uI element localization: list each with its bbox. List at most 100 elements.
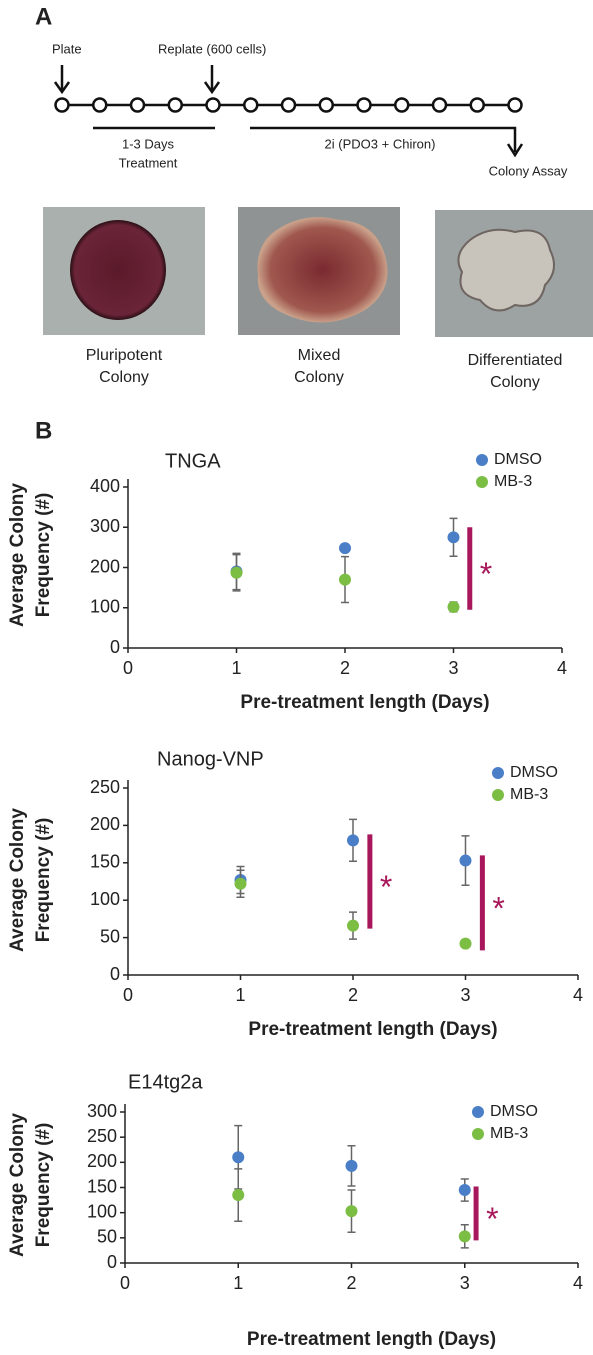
point	[339, 542, 351, 555]
culture-label: 2i (PDO3 + Chiron)	[325, 136, 436, 151]
timepoint	[54, 97, 70, 113]
colony-shape	[457, 228, 555, 312]
panel-label: B	[35, 417, 52, 444]
y-tick-label: 400	[90, 476, 120, 496]
point	[345, 1205, 358, 1218]
y-axis-label: Average Colony	[7, 1113, 28, 1257]
x-tick-label: 0	[120, 1273, 130, 1293]
x-tick-label: 1	[233, 1273, 243, 1293]
treatment-label: 1-3 Days	[122, 136, 175, 151]
timepoint	[243, 97, 259, 113]
colony-label: Differentiated	[468, 352, 563, 369]
x-tick-label: 4	[557, 658, 567, 678]
arrow	[203, 65, 221, 95]
point	[347, 834, 359, 847]
x-tick-label: 3	[460, 985, 470, 1005]
significance-label: *	[380, 869, 392, 905]
point	[347, 919, 359, 932]
legend-label: MB-3	[490, 1125, 528, 1142]
arrow	[53, 65, 71, 95]
significance-label: *	[486, 1201, 498, 1237]
y-tick-label: 150	[90, 852, 120, 872]
chart-title: E14tg2a	[128, 1071, 203, 1093]
y-tick-label: 100	[90, 597, 120, 617]
legend-marker	[492, 767, 504, 779]
legend-label: MB-3	[510, 786, 548, 803]
y-tick-label: 0	[107, 1252, 117, 1272]
legend-marker	[472, 1106, 484, 1118]
colony-shape	[257, 217, 388, 323]
y-tick-label: 200	[90, 556, 120, 576]
timepoint	[507, 97, 523, 113]
point	[459, 937, 472, 950]
legend-label: DMSO	[494, 451, 542, 468]
y-axis-label: Frequency (#)	[33, 493, 54, 618]
y-tick-label: 200	[90, 814, 120, 834]
point	[230, 566, 243, 579]
y-tick-label: 50	[97, 1227, 117, 1247]
y-tick-label: 100	[87, 1201, 117, 1221]
assay-label: Colony Assay	[489, 163, 568, 178]
colony-label: Pluripotent	[86, 347, 163, 364]
y-tick-label: 250	[87, 1126, 117, 1146]
x-tick-label: 0	[123, 985, 133, 1005]
y-axis-label: Frequency (#)	[33, 818, 54, 943]
point	[458, 1230, 471, 1243]
legend-marker	[492, 789, 504, 801]
x-tick-label: 2	[348, 985, 358, 1005]
timepoint	[129, 97, 146, 113]
y-axis-label: Frequency (#)	[33, 1123, 54, 1248]
significance-label: *	[480, 556, 492, 592]
y-tick-label: 300	[87, 1101, 117, 1121]
chart-title: TNGA	[165, 450, 221, 472]
y-tick-label: 300	[90, 516, 120, 536]
x-tick-label: 4	[573, 985, 583, 1005]
y-axis-label: Average Colony	[7, 483, 28, 627]
point	[232, 1151, 245, 1164]
legend-label: DMSO	[490, 1103, 538, 1120]
x-tick-label: 2	[340, 658, 350, 678]
legend-label: MB-3	[494, 473, 532, 490]
legend-label: DMSO	[510, 764, 558, 781]
colony-shape	[70, 220, 166, 320]
x-axis-label: Pre-treatment length (Days)	[247, 1329, 496, 1350]
y-tick-label: 50	[100, 926, 120, 946]
point	[232, 1189, 245, 1202]
y-tick-label: 200	[87, 1151, 117, 1171]
colony-label: Colony	[99, 369, 149, 386]
y-tick-label: 150	[87, 1176, 117, 1196]
plate-label: Plate	[52, 41, 82, 56]
timepoint	[394, 97, 410, 113]
x-tick-label: 3	[448, 658, 458, 678]
significance-label: *	[492, 890, 504, 926]
x-tick-label: 1	[231, 658, 241, 678]
colony-label: Colony	[294, 369, 344, 386]
panel-label: A	[35, 3, 52, 30]
chart-title: Nanog-VNP	[157, 748, 264, 770]
timepoint	[431, 97, 448, 113]
y-tick-label: 0	[110, 637, 120, 657]
x-tick-label: 0	[123, 658, 133, 678]
point	[459, 854, 472, 867]
timepoint	[92, 97, 108, 113]
y-tick-label: 250	[90, 777, 120, 797]
x-tick-label: 1	[235, 985, 245, 1005]
point	[447, 600, 460, 613]
y-tick-label: 0	[110, 964, 120, 984]
point	[339, 573, 351, 586]
timepoint	[356, 97, 372, 113]
timepoint	[318, 97, 334, 113]
colony-label: Colony	[490, 374, 540, 391]
timepoint	[469, 97, 485, 113]
legend-marker	[476, 476, 488, 488]
colony-label: Mixed	[298, 347, 341, 364]
x-tick-label: 3	[460, 1273, 470, 1293]
y-tick-label: 100	[90, 889, 120, 909]
timepoint	[280, 97, 297, 113]
replate-label: Replate (600 cells)	[158, 41, 266, 56]
legend-marker	[472, 1128, 484, 1140]
timepoint	[205, 97, 221, 113]
x-tick-label: 2	[346, 1273, 356, 1293]
point	[458, 1184, 471, 1197]
